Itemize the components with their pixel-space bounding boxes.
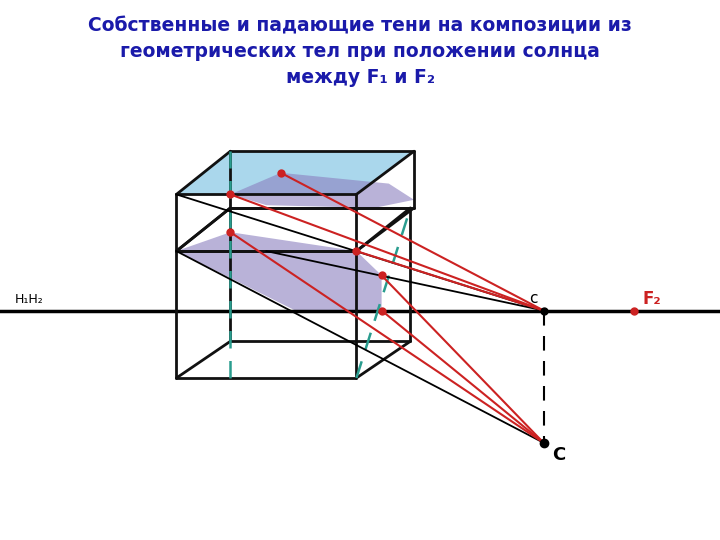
Polygon shape [230,173,414,208]
Text: F₂: F₂ [642,291,661,308]
Text: H₁H₂: H₁H₂ [14,293,43,306]
Text: Собственные и падающие тени на композиции из
геометрических тел при положении со: Собственные и падающие тени на композици… [88,16,632,87]
Text: C: C [552,446,565,463]
Polygon shape [176,151,414,194]
Polygon shape [176,232,382,310]
Text: c: c [529,291,538,306]
